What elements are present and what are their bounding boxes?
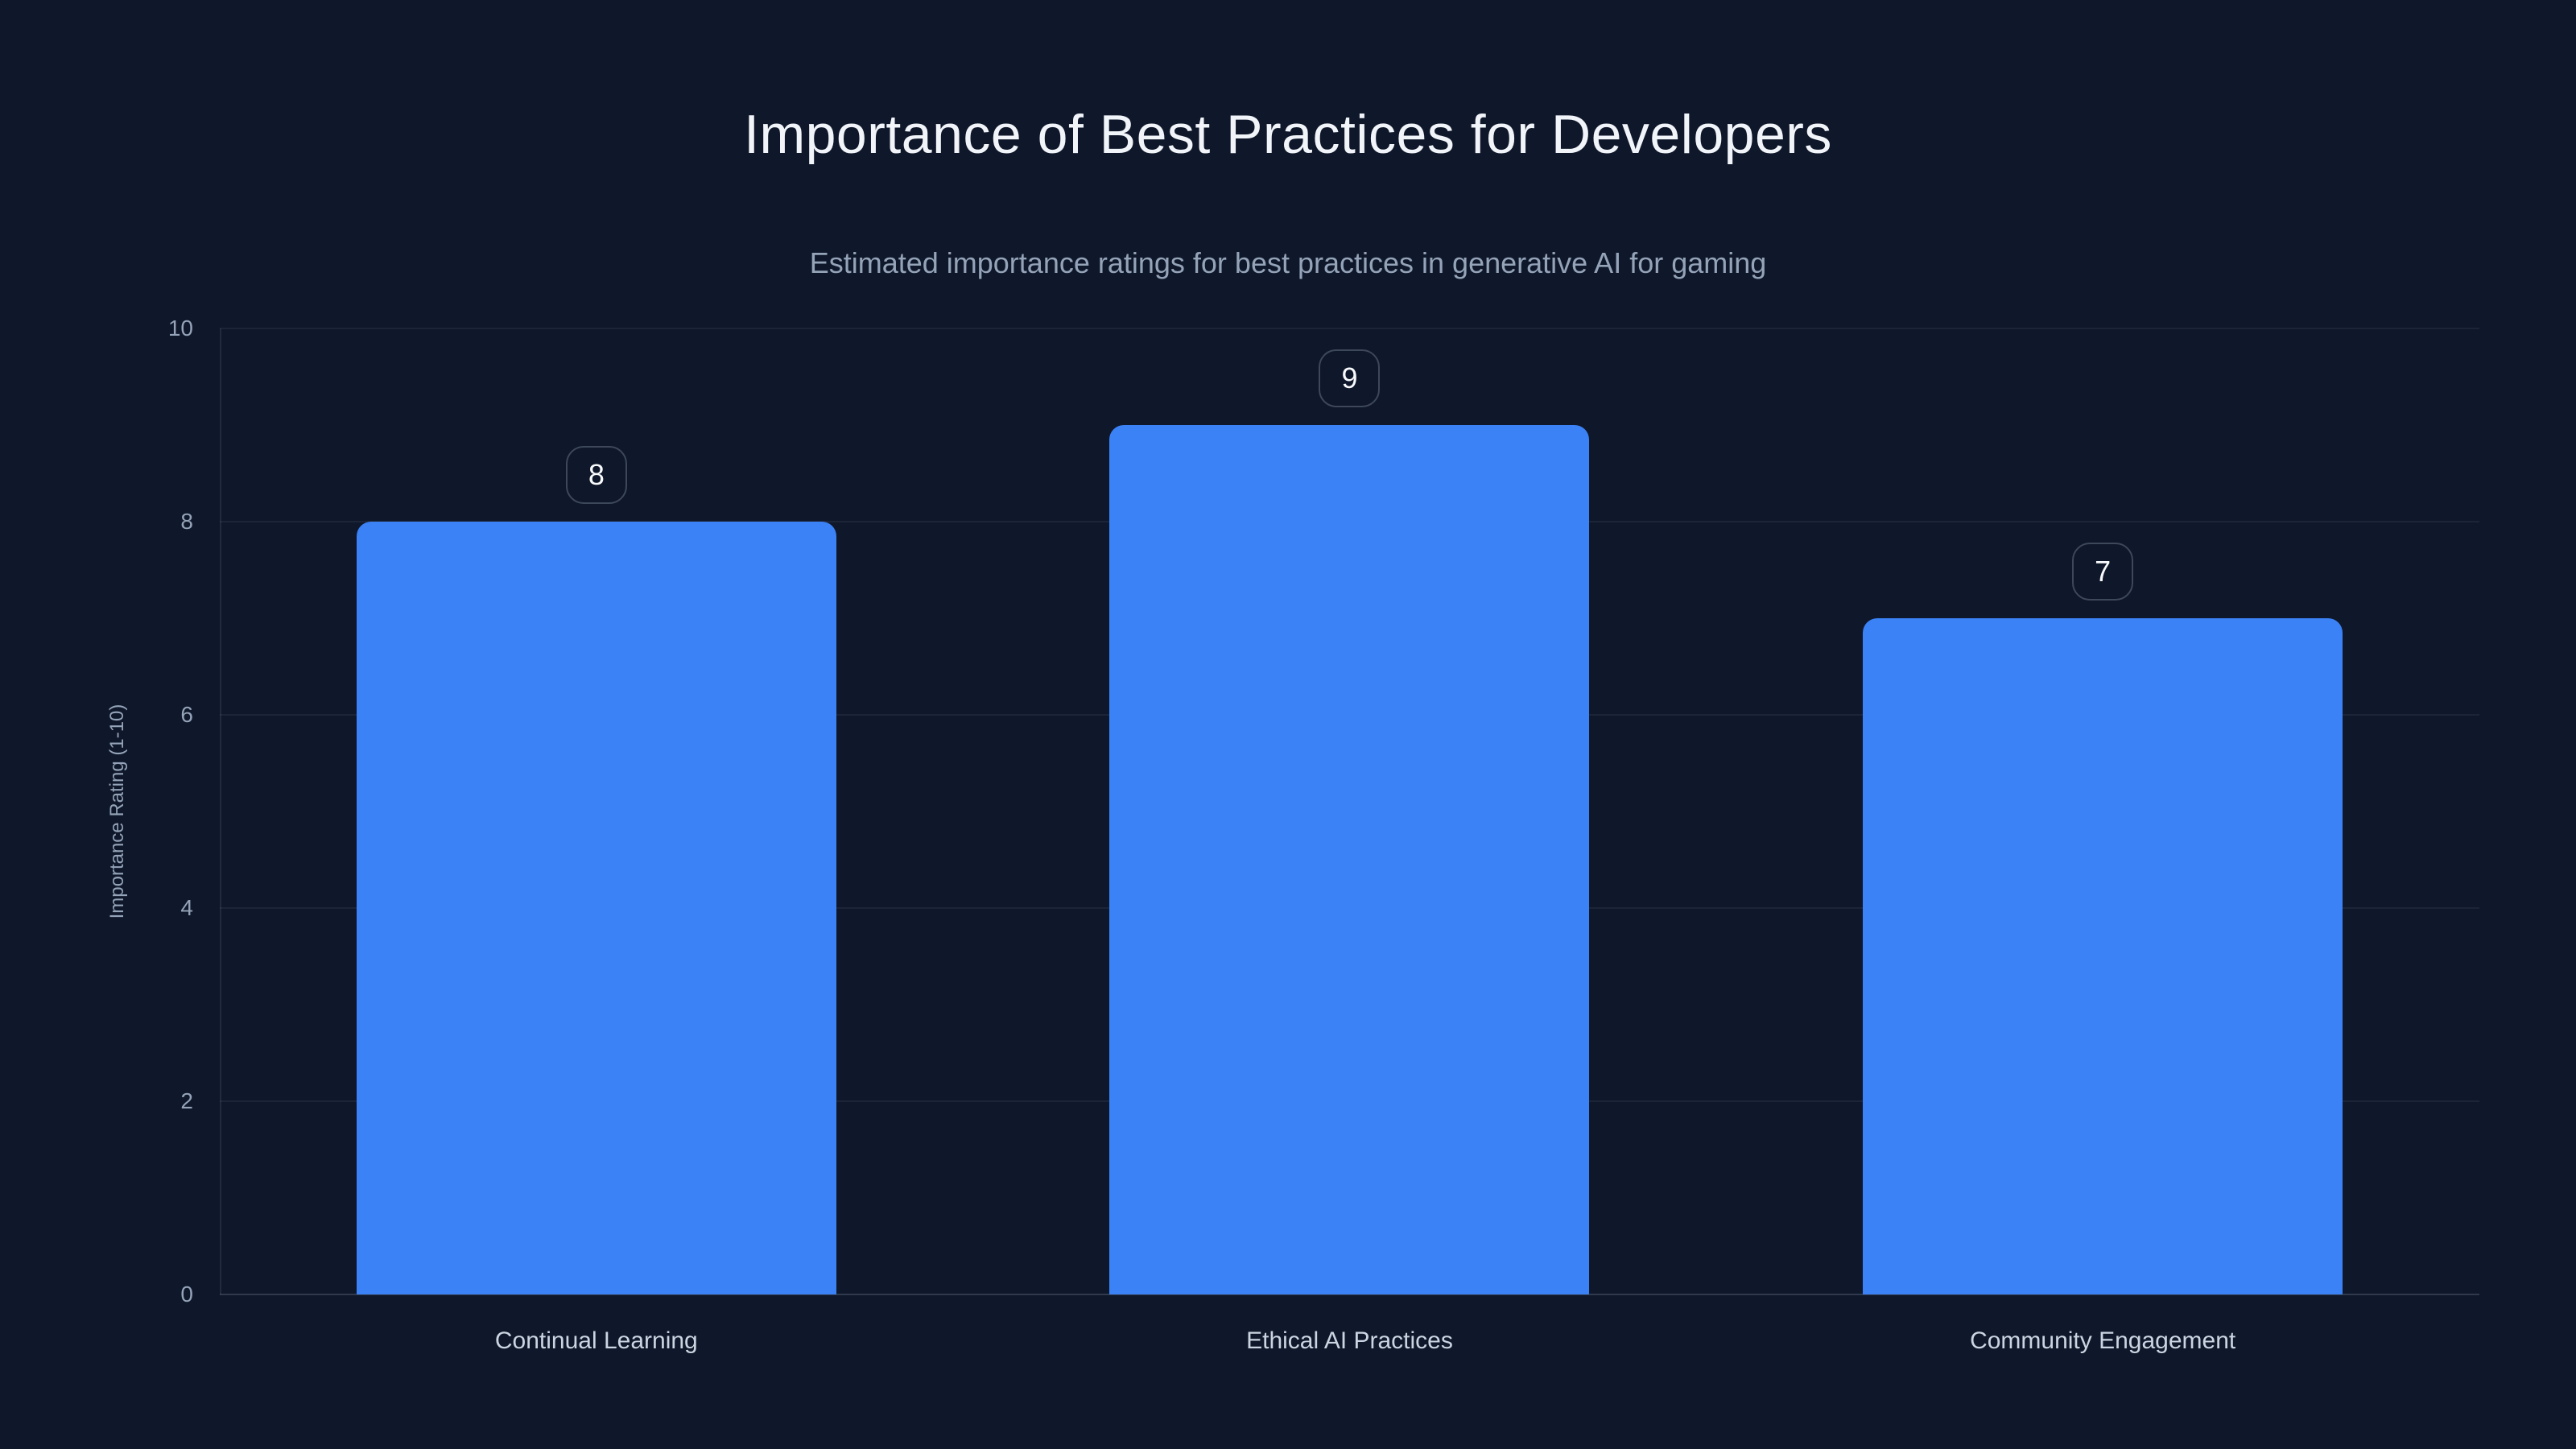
- x-axis-labels: Continual Learning Ethical AI Practices Co…: [220, 1317, 2479, 1365]
- y-tick-label: 6: [180, 702, 193, 727]
- chart-title: Importance of Best Practices for Develop…: [744, 104, 1832, 165]
- x-axis-label: Ethical AI Practices: [1246, 1327, 1453, 1354]
- chart-subtitle: Estimated importance ratings for best pr…: [809, 246, 1767, 279]
- bar-slot: 9: [973, 328, 1727, 1294]
- bar[interactable]: [1109, 425, 1590, 1294]
- y-tick-label: 10: [167, 316, 193, 341]
- bar-slot: 7: [1726, 328, 2479, 1294]
- y-axis-line: [220, 328, 221, 1294]
- x-axis-line: [220, 1294, 2479, 1295]
- y-tick-label: 4: [180, 895, 193, 920]
- gridline: [220, 328, 2479, 329]
- y-tick-label: 0: [180, 1282, 193, 1307]
- x-axis-label: Community Engagement: [1970, 1327, 2236, 1354]
- value-badge: 9: [1319, 349, 1381, 407]
- y-tick-label: 8: [180, 509, 193, 534]
- y-tick-label: 2: [180, 1088, 193, 1113]
- value-badge: 7: [2072, 543, 2134, 601]
- value-badge: 8: [565, 446, 627, 504]
- bar[interactable]: [356, 522, 836, 1294]
- bar[interactable]: [1863, 618, 2343, 1294]
- x-axis-label: Continual Learning: [494, 1327, 698, 1354]
- y-axis-ticks: 0 2 4 6 8 10: [0, 317, 193, 1306]
- plot-area: 8 9 7: [220, 328, 2479, 1295]
- bar-slot: 8: [220, 328, 973, 1294]
